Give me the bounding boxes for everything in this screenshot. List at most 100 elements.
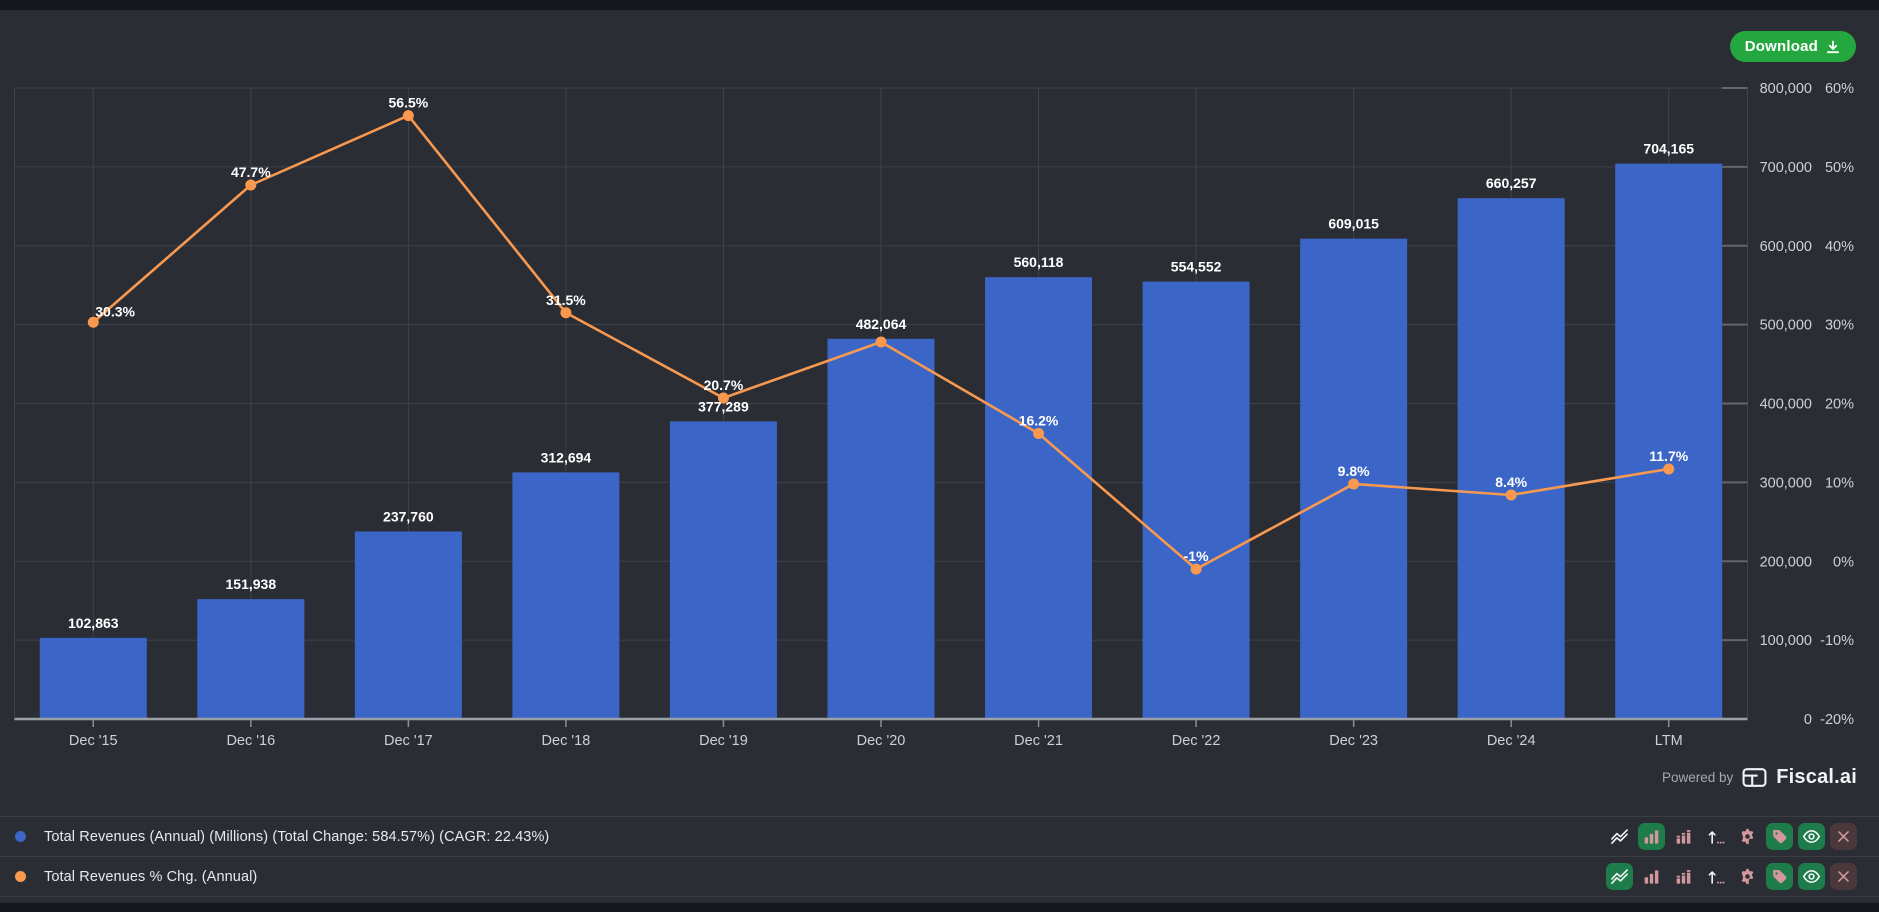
x-axis-label: Dec '20 — [857, 733, 906, 749]
legend-row-total-revenues[interactable]: Total Revenues (Annual) (Millions) (Tota… — [0, 816, 1879, 856]
line-value-label: 16.2% — [1019, 412, 1059, 428]
revenue-bar[interactable] — [512, 472, 620, 719]
line-point-marker[interactable] — [402, 110, 414, 122]
line-point-marker[interactable] — [87, 316, 99, 328]
series-color-dot — [15, 871, 26, 882]
sort-order-icon-button[interactable]: .f{fill:#f2f3f4;stroke:none} — [1702, 863, 1729, 890]
settings-icon: .f{fill:#f2f3f4;stroke:none} — [1741, 828, 1754, 845]
percent-axis-tick-label: 20% — [1825, 397, 1854, 413]
line-value-label: 47.7% — [231, 164, 271, 180]
line-point-marker[interactable] — [875, 336, 887, 348]
line-value-label: 30.3% — [95, 303, 135, 319]
settings-icon-button[interactable]: .f{fill:#f2f3f4;stroke:none} — [1734, 863, 1761, 890]
fiscal-logo-icon — [1742, 767, 1767, 788]
remove-icon-button[interactable]: .f{fill:#d2979d;stroke:none} — [1830, 823, 1857, 850]
revenue-chart: 102,863 151,938 237,760 312,694 377,289 482,0… — [14, 81, 1854, 749]
value-axis-tick-label: 200,000 — [1760, 554, 1812, 570]
remove-icon: .f{fill:#d2979d;stroke:none} — [1838, 871, 1849, 882]
revenue-bar[interactable] — [669, 421, 777, 719]
x-axis-label: LTM — [1655, 733, 1683, 749]
tag-icon: .f{fill:#f2f3f4;stroke:none} — [1773, 870, 1787, 884]
line-value-label: -1% — [1184, 548, 1209, 564]
bar-value-label: 609,015 — [1328, 216, 1379, 232]
line-point-marker[interactable] — [1663, 463, 1675, 475]
visibility-icon: .f{fill:#f2f3f4;stroke:none} — [1802, 829, 1821, 844]
line-chart-icon: .f{fill:#f2f3f4;stroke:none} — [1611, 829, 1628, 844]
visibility-icon-button[interactable]: .f{fill:#f2f3f4;stroke:none} — [1798, 863, 1825, 890]
series-color-dot — [15, 831, 26, 842]
value-axis-tick-label: 500,000 — [1760, 318, 1812, 334]
x-axis-label: Dec '16 — [226, 733, 275, 749]
bar-value-label: 312,694 — [541, 449, 592, 465]
bar-chart-icon-button[interactable]: .f{fill:#f2f3f4;stroke:none} — [1638, 863, 1665, 890]
segmented-bar-chart-icon: .f{fill:#f2f3f4;stroke:none} — [1676, 870, 1691, 884]
powered-by-label: Powered by — [1661, 769, 1734, 785]
legend-bottom-divider — [0, 896, 1879, 897]
percent-axis-tick-label: 30% — [1825, 318, 1854, 334]
line-value-label: 20.7% — [704, 377, 744, 393]
x-axis-label: Dec '17 — [384, 733, 433, 749]
percent-axis-tick-label: -10% — [1820, 633, 1854, 649]
revenue-bar[interactable] — [354, 531, 462, 719]
line-chart-icon: .f{fill:#f2f3f4;stroke:none} — [1611, 869, 1628, 884]
tag-icon-button[interactable]: .f{fill:#f2f3f4;stroke:none} — [1766, 823, 1793, 850]
revenue-bar[interactable] — [827, 338, 935, 719]
revenue-bar[interactable] — [197, 599, 305, 719]
bar-value-label: 560,118 — [1014, 254, 1064, 270]
visibility-icon-button[interactable]: .f{fill:#f2f3f4;stroke:none} — [1798, 823, 1825, 850]
series-legend: Total Revenues (Annual) (Millions) (Tota… — [0, 816, 1879, 897]
powered-by-brand: Fiscal.ai — [1776, 765, 1857, 788]
percent-axis-tick-label: 10% — [1825, 475, 1854, 491]
segmented-bar-chart-icon-button[interactable]: .f{fill:#f2f3f4;stroke:none} — [1670, 863, 1697, 890]
line-point-marker[interactable] — [1348, 478, 1360, 490]
line-point-marker[interactable] — [245, 179, 257, 191]
settings-icon-button[interactable]: .f{fill:#f2f3f4;stroke:none} — [1734, 823, 1761, 850]
bar-value-label: 151,938 — [226, 576, 277, 592]
bar-chart-icon: .f{fill:#f2f3f4;stroke:none} — [1644, 870, 1659, 884]
settings-icon: .f{fill:#f2f3f4;stroke:none} — [1741, 868, 1754, 885]
series-action-icons: .f{fill:#f2f3f4;stroke:none} .f{fill:#f2f… — [1606, 823, 1857, 850]
revenue-bar[interactable] — [1142, 281, 1250, 719]
revenue-bar[interactable] — [1615, 163, 1723, 720]
sort-order-icon: .f{fill:#f2f3f4;stroke:none} — [1708, 871, 1725, 884]
value-axis-tick-label: 0 — [1804, 712, 1812, 728]
percent-axis-tick-label: 0% — [1833, 554, 1854, 570]
line-chart-icon-button[interactable]: .f{fill:#f2f3f4;stroke:none} — [1606, 863, 1633, 890]
revenue-bar[interactable] — [985, 277, 1093, 719]
remove-icon: .f{fill:#d2979d;stroke:none} — [1838, 831, 1849, 842]
value-axis-tick-label: 800,000 — [1760, 81, 1812, 97]
x-axis-label: Dec '21 — [1014, 733, 1063, 749]
bar-value-label: 704,165 — [1643, 141, 1694, 157]
revenue-bar[interactable] — [39, 637, 147, 719]
x-axis-label: Dec '18 — [542, 733, 591, 749]
remove-icon-button[interactable]: .f{fill:#d2979d;stroke:none} — [1830, 863, 1857, 890]
download-button[interactable]: Download — [1729, 31, 1856, 62]
line-point-marker[interactable] — [717, 392, 729, 404]
line-point-marker[interactable] — [1033, 427, 1045, 439]
line-value-label: 11.7% — [1649, 448, 1688, 464]
line-point-marker[interactable] — [1505, 489, 1517, 501]
line-point-marker[interactable] — [1190, 563, 1202, 575]
segmented-bar-chart-icon-button[interactable]: .f{fill:#f2f3f4;stroke:none} — [1670, 823, 1697, 850]
tag-icon-button[interactable]: .f{fill:#f2f3f4;stroke:none} — [1766, 863, 1793, 890]
line-point-marker[interactable] — [560, 307, 572, 319]
bar-value-label: 482,064 — [856, 316, 907, 332]
legend-row-revenue-pct-chg[interactable]: Total Revenues % Chg. (Annual) .f{fill:#… — [0, 856, 1879, 896]
top-edge-strip — [0, 0, 1879, 10]
visibility-icon: .f{fill:#f2f3f4;stroke:none} — [1802, 869, 1821, 884]
tag-icon: .f{fill:#f2f3f4;stroke:none} — [1773, 830, 1787, 844]
percent-axis-tick-label: 60% — [1825, 81, 1854, 97]
value-axis-tick-label: 100,000 — [1760, 633, 1812, 649]
series-action-icons: .f{fill:#f2f3f4;stroke:none} .f{fill:#f2f… — [1606, 863, 1857, 890]
value-axis-tick-label: 600,000 — [1760, 239, 1812, 255]
powered-by[interactable]: Powered by Fiscal.ai — [1662, 762, 1857, 792]
download-icon — [1825, 39, 1841, 55]
revenue-bar[interactable] — [1457, 198, 1565, 719]
line-chart-icon-button[interactable]: .f{fill:#f2f3f4;stroke:none} — [1606, 823, 1633, 850]
bar-chart-icon-button[interactable]: .f{fill:#f2f3f4;stroke:none} — [1638, 823, 1665, 850]
percent-axis-tick-label: 50% — [1825, 160, 1854, 176]
sort-order-icon: .f{fill:#f2f3f4;stroke:none} — [1708, 831, 1725, 844]
bar-value-label: 102,863 — [68, 615, 119, 631]
x-axis-label: Dec '24 — [1487, 733, 1536, 749]
sort-order-icon-button[interactable]: .f{fill:#f2f3f4;stroke:none} — [1702, 823, 1729, 850]
